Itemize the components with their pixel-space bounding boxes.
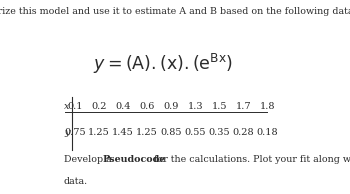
Text: 1.45: 1.45	[112, 128, 134, 137]
Text: 1.3: 1.3	[187, 102, 203, 111]
Text: Develop a: Develop a	[64, 155, 114, 164]
Text: 1.25: 1.25	[88, 128, 110, 137]
Text: Pseudocode: Pseudocode	[103, 155, 166, 164]
Text: 0.75: 0.75	[64, 128, 86, 137]
Text: 0.4: 0.4	[115, 102, 131, 111]
Text: 0.55: 0.55	[184, 128, 206, 137]
Text: y: y	[64, 128, 70, 137]
Text: 0.18: 0.18	[257, 128, 278, 137]
Text: 1.5: 1.5	[211, 102, 227, 111]
Text: 0.28: 0.28	[232, 128, 254, 137]
Text: for the calculations. Plot your fit along with the: for the calculations. Plot your fit alon…	[152, 155, 350, 164]
Text: 1.8: 1.8	[260, 102, 275, 111]
Text: x: x	[64, 102, 70, 111]
Text: data.: data.	[64, 177, 88, 186]
Text: 0.1: 0.1	[67, 102, 83, 111]
Text: $y = \mathrm{(A).(x).(e^{Bx})}$: $y = \mathrm{(A).(x).(e^{Bx})}$	[93, 51, 233, 75]
Text: 0.2: 0.2	[91, 102, 107, 111]
Text: 1.7: 1.7	[236, 102, 251, 111]
Text: 1.25: 1.25	[136, 128, 158, 137]
Text: 0.85: 0.85	[160, 128, 182, 137]
Text: 0.35: 0.35	[209, 128, 230, 137]
Text: Linearize this model and use it to estimate A and B based on the following data.: Linearize this model and use it to estim…	[0, 7, 350, 16]
Text: 0.9: 0.9	[163, 102, 179, 111]
Text: 0.6: 0.6	[139, 102, 155, 111]
